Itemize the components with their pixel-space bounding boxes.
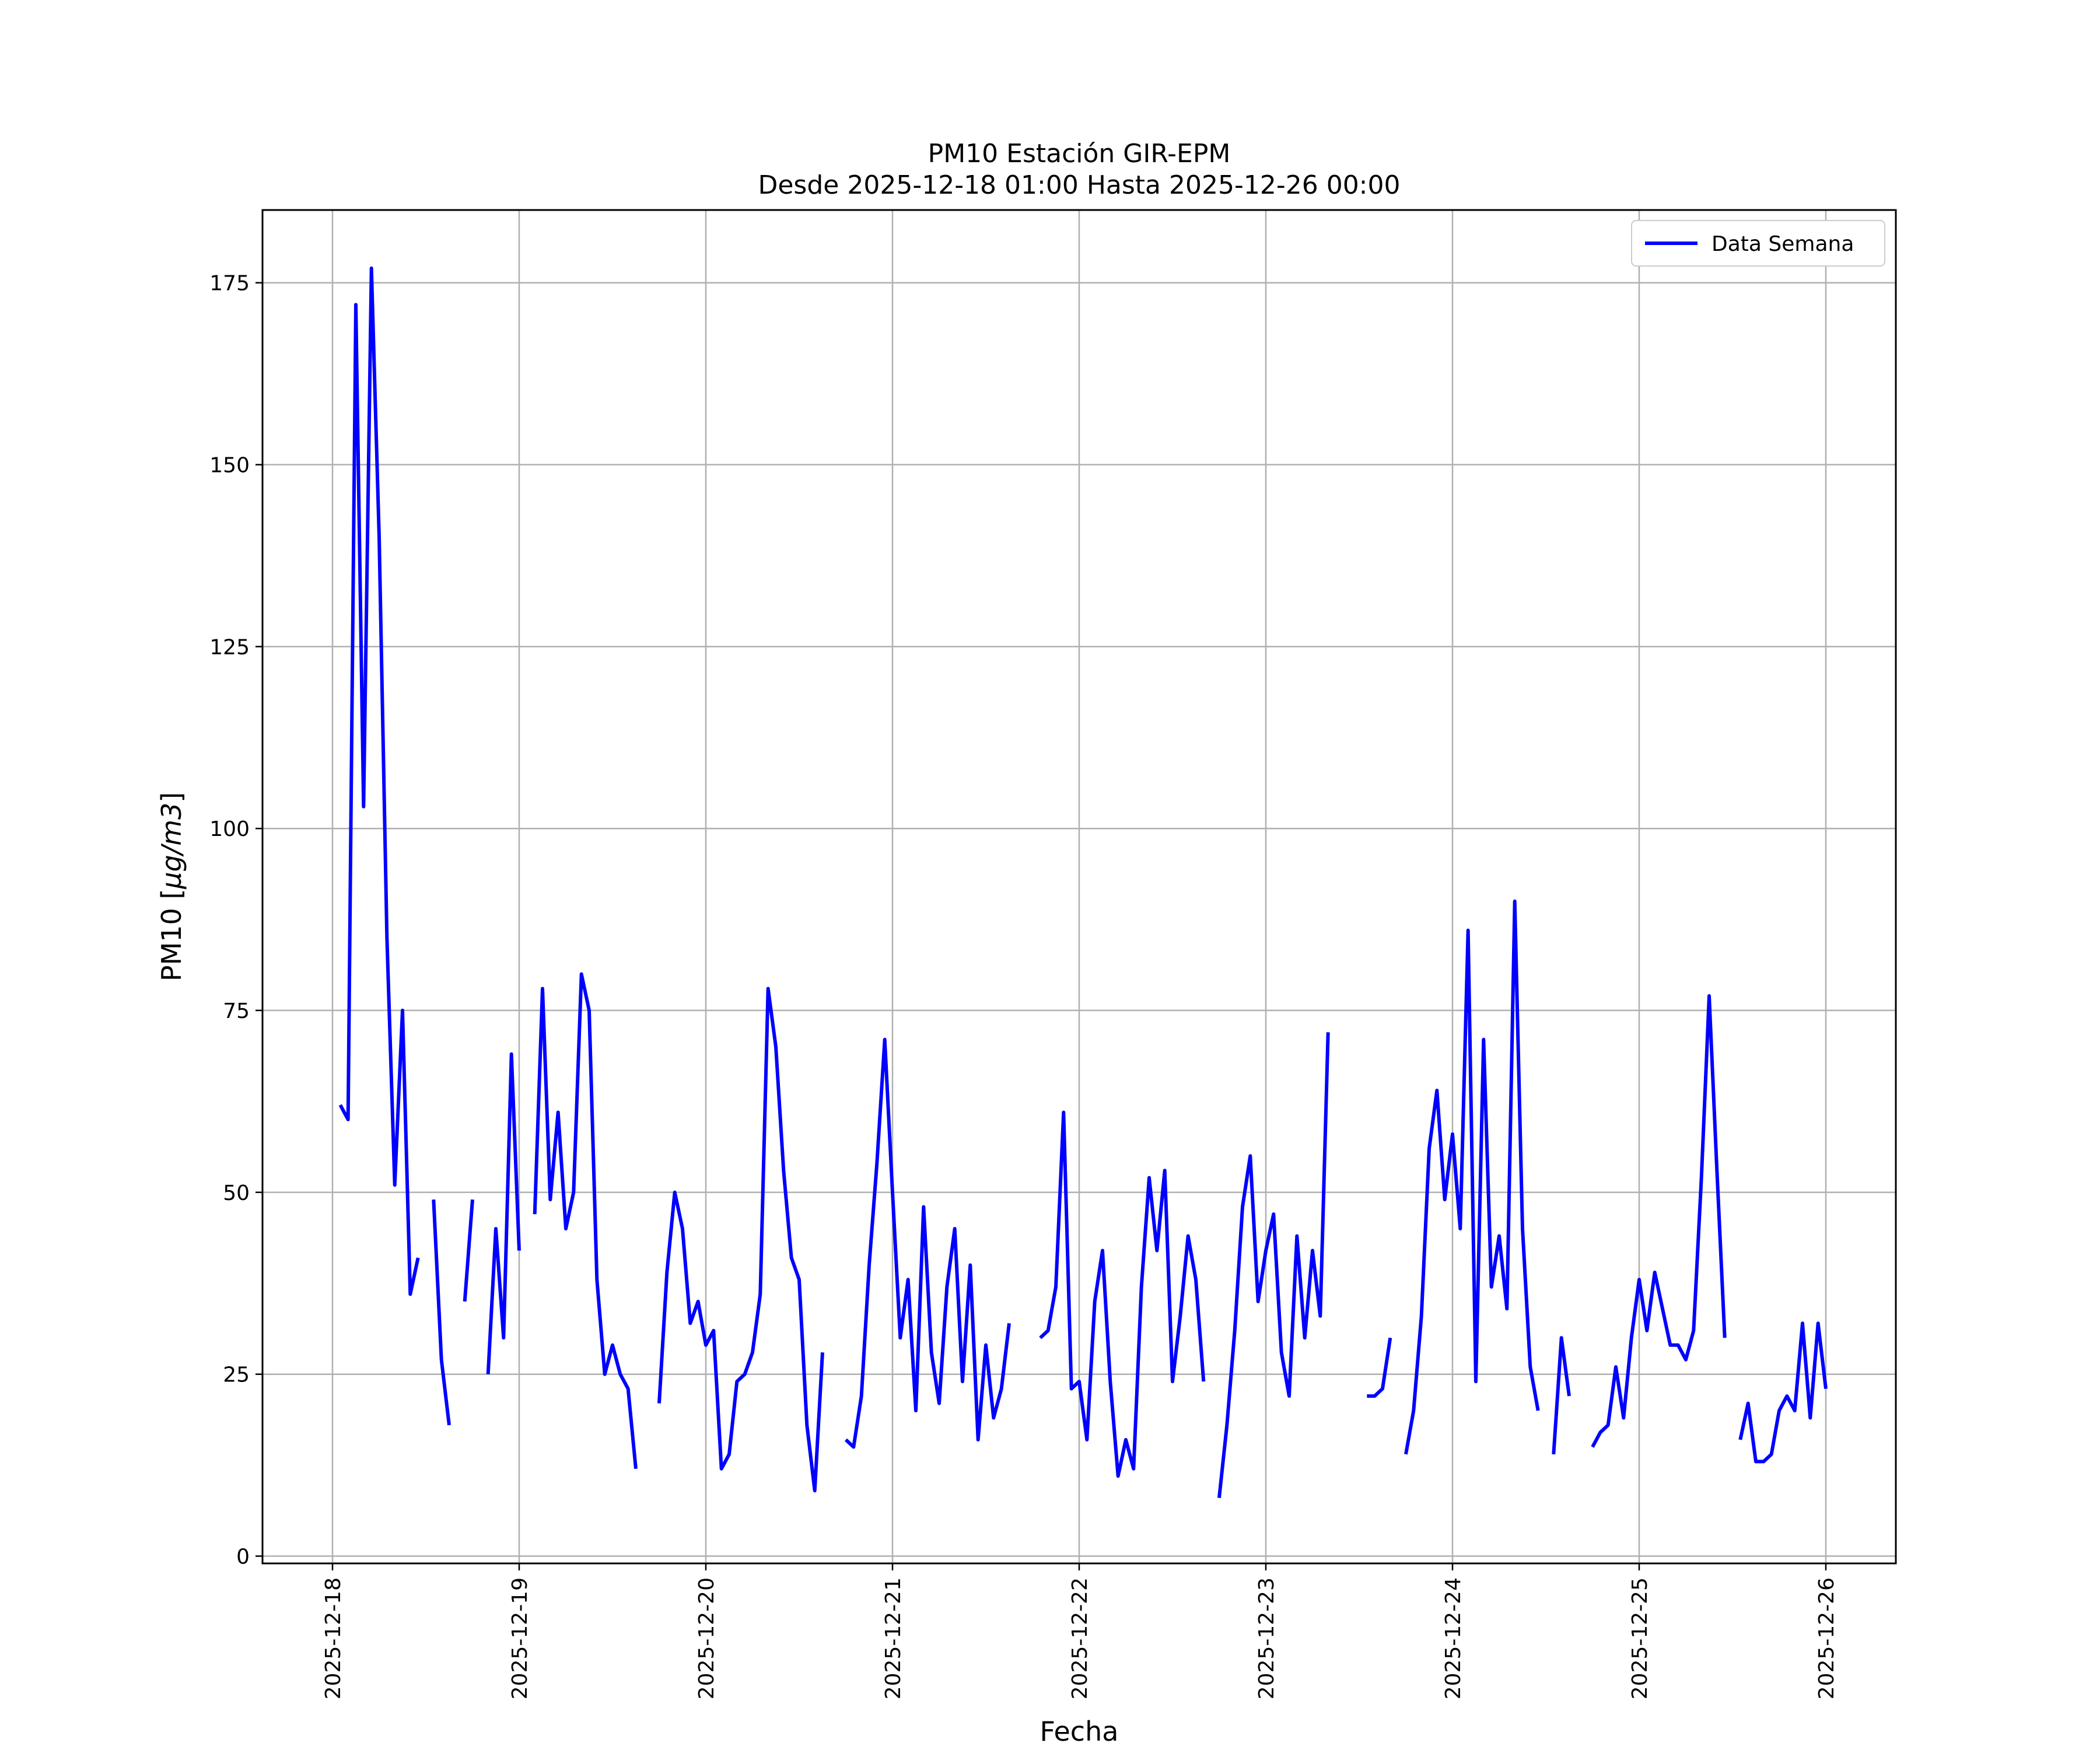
- y-tick-label: 175: [209, 272, 250, 296]
- x-tick-label: 2025-12-19: [508, 1577, 532, 1699]
- y-axis-label-unit: μg/m3: [156, 803, 187, 890]
- x-tick-label: 2025-12-24: [1441, 1577, 1465, 1699]
- axis-ticks: 0 25 50 75 100 125 150 175 2025-12-18 2025-12-19 2…: [209, 272, 1839, 1699]
- series-line-segment: [1217, 1032, 1330, 1499]
- series-line-segment: [1591, 994, 1727, 1448]
- y-tick-label: 0: [236, 1545, 250, 1569]
- y-tick-label: 75: [223, 999, 250, 1023]
- x-tick-label: 2025-12-25: [1628, 1577, 1652, 1699]
- series-line-segment: [338, 266, 420, 1296]
- x-tick-label: 2025-12-20: [695, 1577, 719, 1699]
- y-axis-label: PM10 [μg/m3]: [156, 792, 187, 982]
- x-tick-label: 2025-12-22: [1068, 1577, 1092, 1699]
- grid: [262, 210, 1896, 1563]
- series-line-segment: [1367, 1337, 1392, 1398]
- series-line-segment: [463, 1199, 474, 1302]
- chart-subtitle: Desde 2025-12-18 01:00 Hasta 2025-12-26 …: [758, 170, 1400, 200]
- chart-title: PM10 Estación GIR-EPM: [928, 139, 1231, 169]
- x-tick-label: 2025-12-23: [1255, 1577, 1279, 1699]
- series-line-segment: [1552, 1336, 1571, 1455]
- series-line-segment: [1039, 1110, 1206, 1478]
- legend-box: [1631, 220, 1885, 267]
- series-line-segment: [486, 1052, 521, 1374]
- series-line-segment: [1404, 899, 1540, 1455]
- legend: Data Semana: [1631, 220, 1885, 267]
- x-tick-label: 2025-12-26: [1815, 1577, 1839, 1699]
- y-tick-label: 125: [209, 635, 250, 659]
- y-tick-label: 150: [209, 454, 250, 478]
- series-line-segment: [533, 972, 638, 1469]
- x-axis-label: Fecha: [1040, 1716, 1119, 1747]
- y-tick-label: 100: [209, 817, 250, 841]
- y-axis-label-prefix: PM10 [: [156, 889, 187, 982]
- legend-label: Data Semana: [1712, 232, 1854, 256]
- series-line-segment: [844, 1037, 1011, 1449]
- series-line-segment: [432, 1199, 451, 1426]
- series-line-segment: [1738, 1321, 1828, 1464]
- x-tick-label: 2025-12-18: [321, 1577, 345, 1699]
- y-axis-label-suffix: ]: [156, 792, 187, 803]
- series-data-semana: [338, 266, 1828, 1499]
- y-tick-label: 25: [223, 1363, 250, 1387]
- series-line-segment: [657, 986, 824, 1493]
- x-tick-label: 2025-12-21: [881, 1577, 905, 1699]
- y-tick-label: 50: [223, 1181, 250, 1205]
